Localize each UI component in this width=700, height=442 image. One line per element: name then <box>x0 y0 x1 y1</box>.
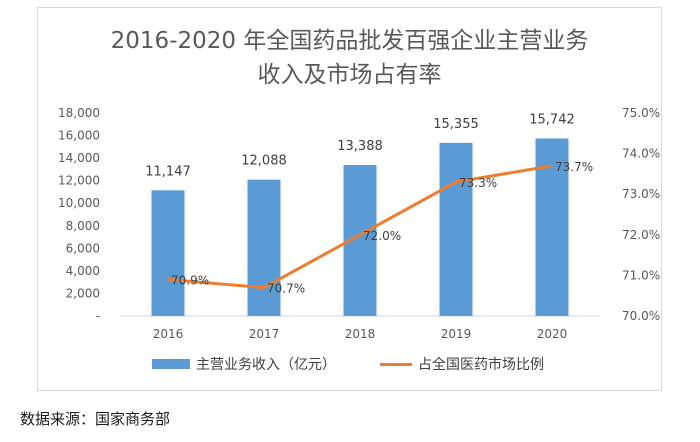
bar-revenue-2016 <box>151 190 185 316</box>
legend-swatch-bar <box>152 359 190 369</box>
y-right-tick-label: 74.0% <box>622 147 660 161</box>
line-value-label: 72.0% <box>363 229 401 243</box>
x-tick-label: 2018 <box>345 327 376 341</box>
y-left-tick-label: 6,000 <box>66 241 100 255</box>
line-value-label: 73.7% <box>555 160 593 174</box>
y-right-tick-label: 75.0% <box>622 106 660 120</box>
chart-title-line1: 2016-2020 年全国药品批发百强企业主营业务 <box>110 28 589 54</box>
y-right-tick-label: 72.0% <box>622 228 660 242</box>
y-left-tick-label: 8,000 <box>66 219 100 233</box>
y-left-tick-label: 10,000 <box>58 196 100 210</box>
y-right-tick-label: 70.0% <box>622 309 660 323</box>
line-market-share <box>167 164 553 290</box>
line-value-label: 70.9% <box>171 273 209 287</box>
y-left-tick-label: 4,000 <box>66 264 100 278</box>
bar-revenue-2017 <box>247 179 281 316</box>
line-value-label: 70.7% <box>267 282 305 296</box>
legend-label-revenue: 主营业务收入（亿元） <box>196 357 336 373</box>
x-tick-label: 2020 <box>537 327 568 341</box>
x-tick-label: 2016 <box>153 327 184 341</box>
y-left-tick-label: 18,000 <box>58 106 100 120</box>
legend-swatch-line <box>380 362 412 366</box>
bar-value-label: 15,355 <box>433 117 479 132</box>
x-tick-label: 2019 <box>441 327 472 341</box>
y-left-tick-label: - <box>96 309 100 323</box>
chart-title-line2: 收入及市场占有率 <box>257 62 442 88</box>
bar-value-label: 15,742 <box>529 112 575 127</box>
bar-value-label: 11,147 <box>145 164 191 179</box>
source-note: 数据来源：国家商务部 <box>20 410 171 428</box>
y-right-tick-label: 73.0% <box>622 187 660 201</box>
legend-label-share: 占全国医药市场比例 <box>418 357 544 373</box>
y-left-tick-label: 14,000 <box>58 151 100 165</box>
x-tick-label: 2017 <box>249 327 280 341</box>
y-left-tick-label: 2,000 <box>66 286 100 300</box>
bar-revenue-2019 <box>439 142 473 316</box>
legend-item-revenue: 主营业务收入（亿元） <box>152 354 336 374</box>
bar-value-label: 13,388 <box>337 139 383 154</box>
bar-value-label: 12,088 <box>241 154 287 169</box>
y-left-tick-label: 16,000 <box>58 129 100 143</box>
line-value-label: 73.3% <box>459 176 497 190</box>
chart-legend: 主营业务收入（亿元） 占全国医药市场比例 <box>0 354 700 374</box>
y-right-tick-label: 71.0% <box>622 268 660 282</box>
y-left-tick-label: 12,000 <box>58 174 100 188</box>
legend-item-share: 占全国医药市场比例 <box>380 354 544 374</box>
